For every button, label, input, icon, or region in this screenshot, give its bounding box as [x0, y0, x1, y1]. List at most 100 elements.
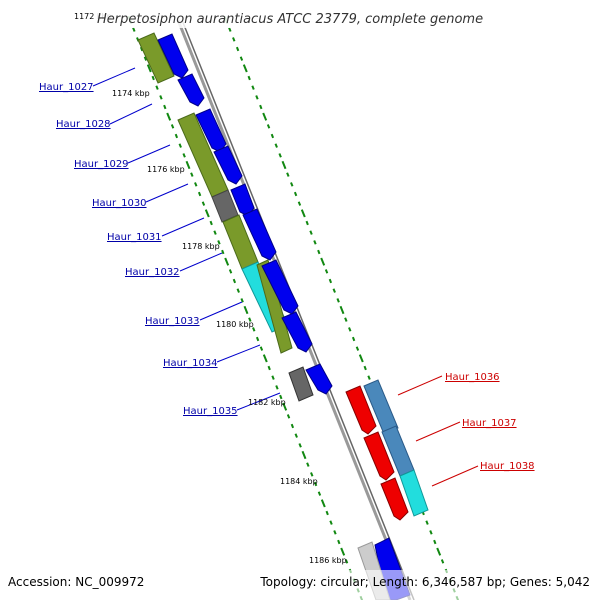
dotted-guide-dash — [242, 64, 248, 73]
dotted-guide-dash — [182, 153, 186, 158]
gene-label-haur-1027[interactable]: Haur_1027 — [39, 82, 94, 93]
dotted-guide-dash — [282, 402, 288, 411]
dotted-guide-dash — [297, 201, 302, 206]
gene-label-haur-1033[interactable]: Haur_1033 — [145, 316, 200, 327]
feature-red-3[interactable] — [380, 477, 409, 521]
gene-label-haur-1037[interactable]: Haur_1037 — [462, 418, 517, 429]
gene-label-haur-1032[interactable]: Haur_1032 — [125, 267, 180, 278]
dotted-guide-dash — [290, 182, 294, 187]
genome-title: Herpetosiphon aurantiacus ATCC 23779, co… — [97, 12, 483, 27]
dotted-guide-dash — [224, 257, 230, 266]
dotted-guide-dash — [313, 481, 318, 487]
dotted-guide-dash — [317, 249, 321, 255]
dotted-guide-dash — [358, 354, 364, 363]
feature-gray-2[interactable] — [288, 366, 314, 402]
feature-red-2[interactable] — [363, 431, 395, 481]
tick-label-1174: 1174 kbp — [112, 89, 150, 98]
gene-label-haur-1028[interactable]: Haur_1028 — [56, 119, 111, 130]
gene-label-haur-1036[interactable]: Haur_1036 — [445, 372, 500, 383]
genome-summary-text: Topology: circular; Length: 6,346,587 bp… — [259, 575, 590, 589]
left-leader-lines — [92, 67, 281, 411]
gene-label-haur-1038[interactable]: Haur_1038 — [480, 461, 535, 472]
dotted-guide-dash — [336, 298, 340, 303]
dotted-guide-dash — [259, 346, 264, 351]
dotted-guide-dash — [275, 385, 279, 390]
dotted-guide-dash — [232, 278, 237, 284]
dotted-guide-dash — [344, 317, 348, 322]
feature-blue-1[interactable] — [157, 33, 189, 79]
dotted-guide-dash — [328, 278, 333, 284]
dotted-guide-dash — [305, 220, 309, 226]
dotted-guide-dash — [300, 209, 306, 218]
dotted-guide-dash — [309, 230, 313, 235]
tick-label-1176: 1176 kbp — [147, 165, 185, 174]
feature-blue-8[interactable] — [281, 311, 313, 353]
feature-steel-1[interactable] — [363, 379, 399, 435]
dotted-guide-dash — [178, 143, 182, 148]
dotted-guide-dash — [239, 56, 244, 61]
dotted-guide-dash — [143, 56, 148, 61]
gene-label-haur-1034[interactable]: Haur_1034 — [163, 358, 218, 369]
dotted-guide-dash — [194, 182, 198, 187]
dotted-guide-dash — [290, 423, 295, 429]
feature-blue-6[interactable] — [242, 208, 277, 261]
feature-blue-2[interactable] — [177, 73, 205, 107]
gene-label-haur-1030[interactable]: Haur_1030 — [92, 198, 147, 209]
feature-red-1[interactable] — [345, 385, 377, 435]
dotted-guide-dash — [170, 124, 175, 129]
tick-label-1186: 1186 kbp — [309, 556, 347, 565]
dotted-guide-dash — [262, 354, 268, 363]
feature-blue-9[interactable] — [305, 363, 333, 395]
gene-label-haur-1031[interactable]: Haur_1031 — [107, 232, 162, 243]
dotted-guide-dash — [146, 64, 152, 73]
dotted-guide-dash — [174, 133, 179, 139]
gene-label-haur-1035[interactable]: Haur_1035 — [183, 406, 238, 417]
tick-label-1184: 1184 kbp — [280, 477, 318, 486]
dotted-guide-dash — [279, 394, 283, 400]
dotted-guide-dash — [190, 172, 194, 177]
dotted-guide-dash — [333, 530, 337, 535]
feature-blue-7[interactable] — [261, 259, 299, 315]
dotted-guide-dash — [163, 104, 167, 110]
dotted-guide-dash — [252, 327, 256, 332]
footer-backdrop — [0, 570, 600, 600]
dotted-guide-dash — [355, 346, 360, 351]
gene-label-haur-1029[interactable]: Haur_1029 — [74, 159, 129, 170]
dotted-guide-dash — [251, 85, 255, 90]
tick-label-1172: 1172 kbp — [74, 12, 112, 21]
dotted-guide-dash — [209, 220, 213, 226]
dotted-guide-dash — [301, 450, 307, 460]
title-backdrop — [94, 8, 510, 28]
dotted-guide-dash — [320, 257, 326, 266]
dotted-guide-dash — [132, 27, 136, 32]
dotted-guide-dash — [313, 240, 317, 245]
dotted-guide-dash — [329, 520, 333, 525]
dotted-guide-dash — [236, 288, 240, 293]
dotted-guide-dash — [286, 172, 290, 177]
genome-backbone-shadow — [181, 19, 415, 600]
feature-cyan-2[interactable] — [399, 469, 429, 517]
dotted-guide-dash — [298, 443, 302, 448]
dotted-guide-dash — [440, 559, 445, 564]
tick-label-1180: 1180 kbp — [216, 320, 254, 329]
feature-olive-1[interactable] — [137, 32, 175, 84]
dotted-guide-dash — [166, 112, 172, 121]
tick-label-1178: 1178 kbp — [182, 242, 220, 251]
dotted-guide-dash — [367, 375, 371, 380]
dotted-guide-dash — [320, 499, 326, 508]
feature-blue-4[interactable] — [213, 145, 243, 185]
dotted-guide-dash — [262, 112, 268, 121]
dotted-guide-dash — [317, 491, 322, 496]
right-leader-lines — [397, 375, 479, 487]
dotted-guide-dash — [217, 240, 221, 245]
feature-olive-4[interactable] — [256, 259, 293, 354]
dotted-guide-dash — [293, 191, 298, 197]
dotted-guide-dash — [243, 305, 249, 315]
dotted-guide-dash — [159, 95, 163, 100]
dotted-guide-dash — [339, 305, 345, 315]
dotted-guide-dash — [433, 539, 437, 545]
dotted-guide-dash — [235, 46, 240, 52]
dotted-guide-dash — [337, 539, 341, 545]
dotted-guide-dash — [204, 209, 210, 218]
